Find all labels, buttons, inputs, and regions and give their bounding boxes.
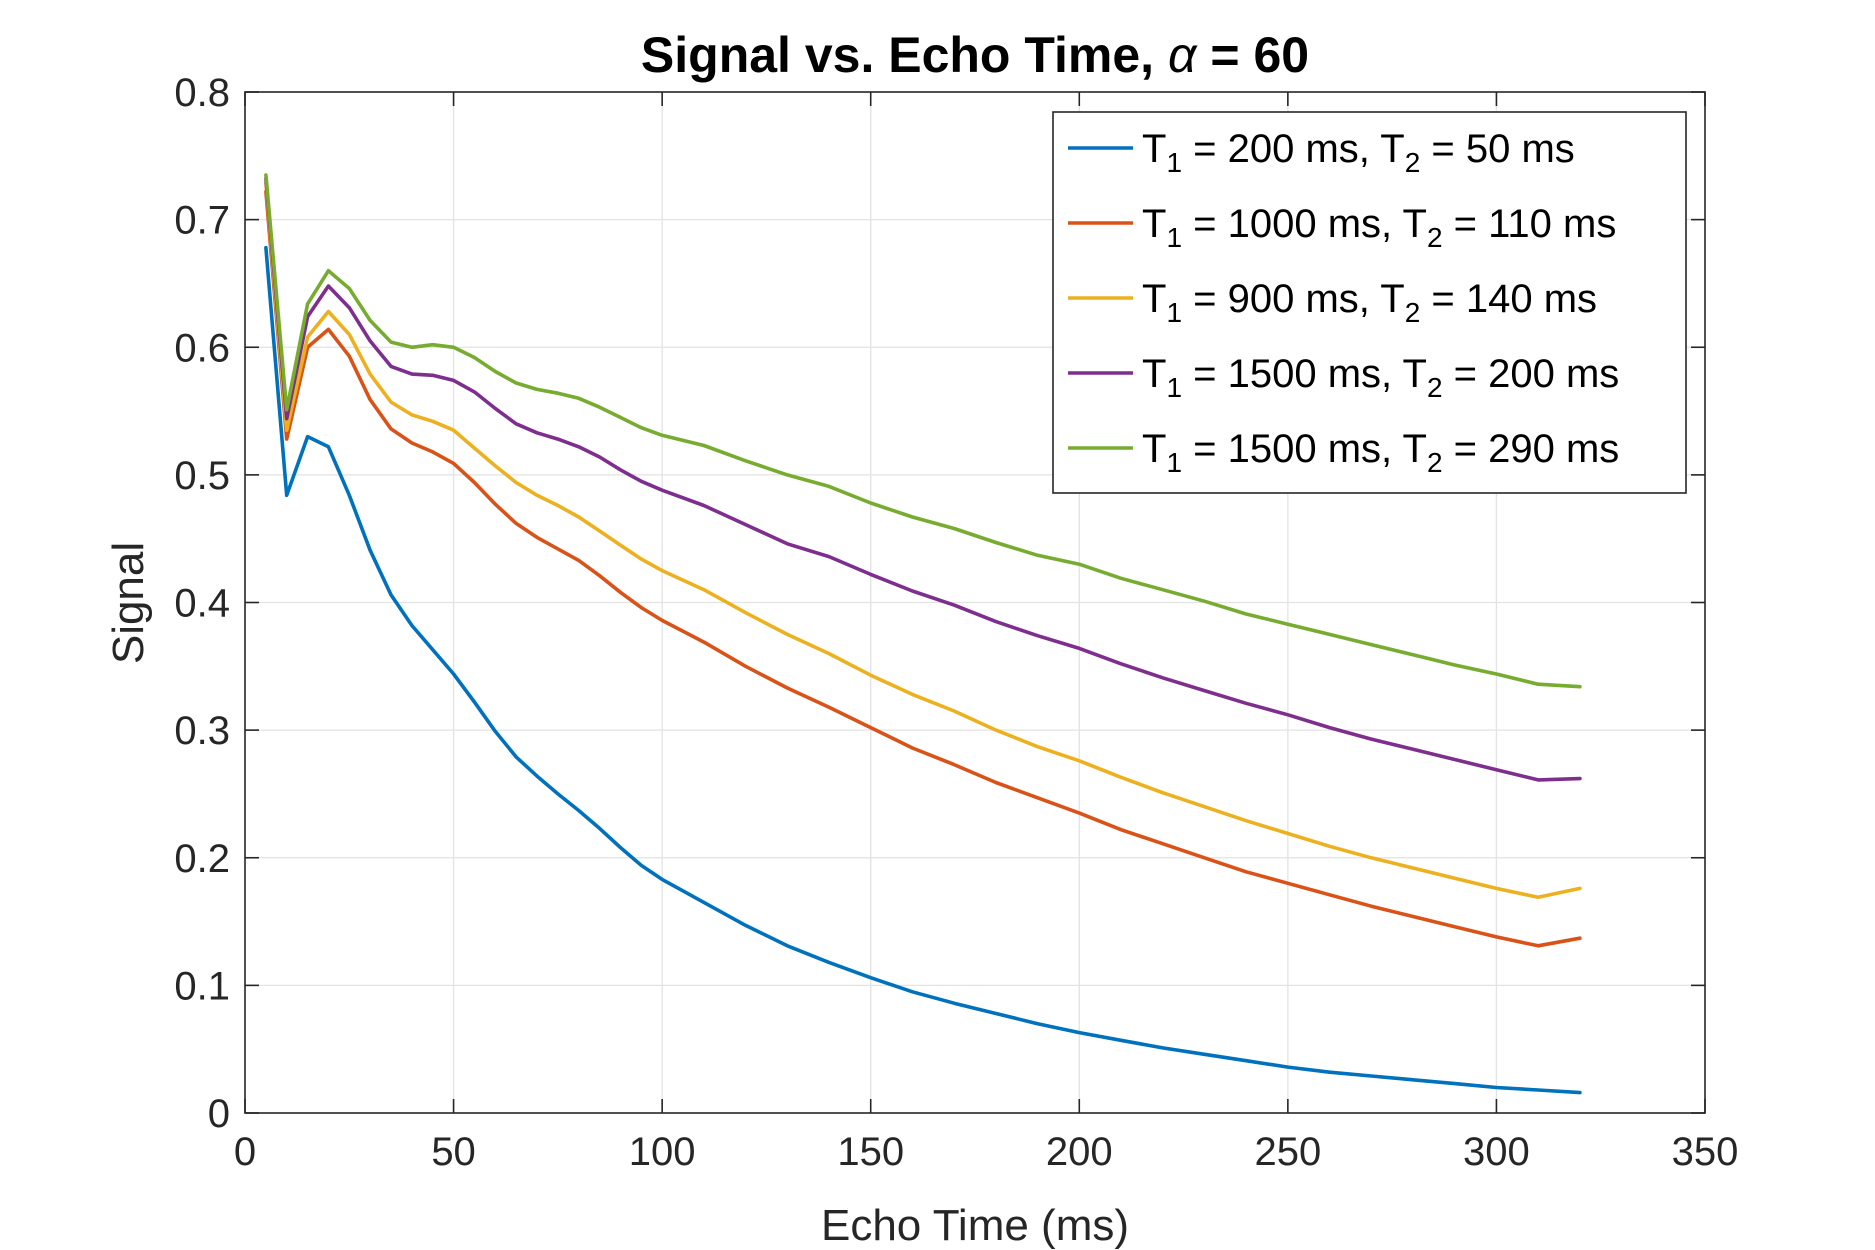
x-tick-label: 150	[837, 1130, 904, 1174]
y-tick-label: 0.7	[174, 199, 230, 243]
legend-label-5: T1 = 1500 ms, T2 = 290 ms	[1142, 427, 1619, 478]
y-axis-label: Signal	[104, 542, 153, 664]
chart-title-symbol: α	[1168, 27, 1198, 83]
x-tick-label: 300	[1463, 1130, 1530, 1174]
chart-title-suffix: = 60	[1196, 27, 1309, 83]
x-tick-label: 200	[1046, 1130, 1113, 1174]
y-tick-label: 0.1	[174, 964, 230, 1008]
y-tick-labels: 0 0.1 0.2 0.3 0.4 0.5 0.6 0.7 0.8	[174, 71, 230, 1136]
y-tick-label: 0.4	[174, 582, 230, 626]
y-tick-label: 0	[208, 1092, 230, 1136]
y-tick-label: 0.3	[174, 709, 230, 753]
x-tick-label: 350	[1672, 1130, 1739, 1174]
chart-title: Signal vs. Echo Time, α = 60	[641, 27, 1309, 83]
legend-label-2: T1 = 1000 ms, T2 = 110 ms	[1142, 202, 1616, 253]
data-series-lines	[264, 173, 1582, 1095]
x-axis-label: Echo Time (ms)	[821, 1201, 1129, 1250]
legend-items: T1 = 200 ms, T2 = 50 ms T1 = 1000 ms, T2 …	[1068, 127, 1619, 478]
axis-ticks	[244, 91, 1706, 1114]
series-line-1	[264, 245, 1582, 1095]
legend: T1 = 200 ms, T2 = 50 ms T1 = 1000 ms, T2 …	[1052, 111, 1687, 494]
y-tick-label: 0.5	[174, 454, 230, 498]
legend-label-1: T1 = 200 ms, T2 = 50 ms	[1142, 127, 1575, 178]
series-line-2	[264, 189, 1582, 948]
y-tick-label: 0.2	[174, 837, 230, 881]
chart-title-prefix: Signal vs. Echo Time,	[641, 27, 1168, 83]
x-tick-label: 50	[431, 1130, 476, 1174]
legend-box	[1052, 111, 1687, 494]
x-tick-label: 250	[1254, 1130, 1321, 1174]
x-tick-label: 100	[629, 1130, 696, 1174]
y-tick-label: 0.6	[174, 326, 230, 370]
x-tick-labels: 0 50 100 150 200 250 300 350	[234, 1130, 1739, 1174]
series-line-4	[264, 177, 1582, 782]
x-tick-label: 0	[234, 1130, 256, 1174]
y-tick-label: 0.8	[174, 71, 230, 115]
legend-label-4: T1 = 1500 ms, T2 = 200 ms	[1142, 352, 1619, 403]
legend-label-3: T1 = 900 ms, T2 = 140 ms	[1142, 277, 1597, 328]
series-line-3	[264, 180, 1582, 900]
series-line-5	[264, 173, 1582, 689]
